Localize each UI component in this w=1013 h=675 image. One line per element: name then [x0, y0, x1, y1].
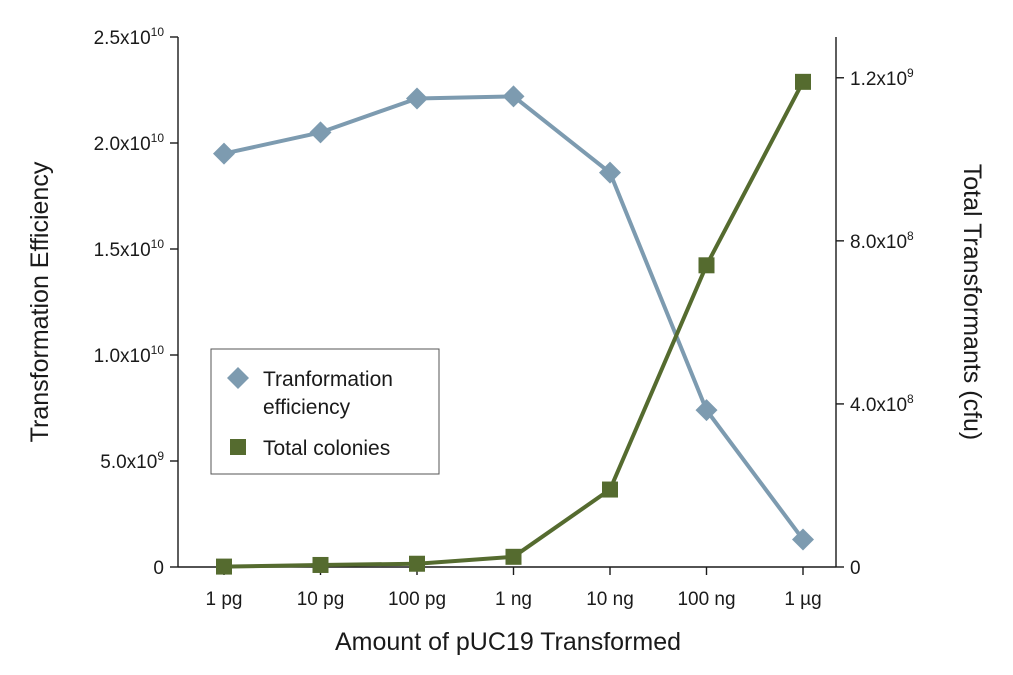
- x-tick-label: 100 ng: [677, 589, 735, 610]
- data-point-square: [505, 548, 522, 565]
- data-point-diamond: [502, 85, 525, 108]
- series-square: [216, 73, 811, 575]
- right-y-tick-label: 1.2x109: [850, 66, 914, 90]
- right-y-tick-label: 0: [850, 558, 861, 579]
- left-y-tick-label: 0: [153, 558, 164, 579]
- data-point-diamond: [309, 121, 332, 144]
- data-point-diamond: [792, 528, 814, 551]
- x-tick-label: 1 pg: [206, 589, 243, 610]
- data-point-square: [312, 556, 329, 573]
- legend-marker-diamond: [227, 367, 249, 389]
- legend: Tranformation efficiency Total colonies: [210, 348, 440, 475]
- left-y-tick-label: 2.0x1010: [94, 131, 165, 155]
- left-y-tick-label: 1.0x1010: [94, 343, 165, 367]
- series-line: [223, 80, 805, 569]
- left-y-tick-label: 2.5x1010: [94, 25, 165, 49]
- series-diamond: [213, 85, 814, 551]
- legend-label: Tranformation efficiency: [263, 368, 393, 419]
- axes: 0 5.0x109 1.0x1010 1.5x1010 2.0x1010 2.5x1010…: [94, 25, 914, 610]
- data-point-diamond: [213, 142, 235, 165]
- data-point-square: [698, 257, 715, 274]
- x-tick-label: 1 µg: [784, 589, 821, 610]
- x-tick-label: 10 pg: [297, 589, 345, 610]
- right-y-axis-title: Total Transformants (cfu): [958, 164, 986, 440]
- legend-box: [210, 348, 440, 475]
- legend-marker-square: [230, 439, 246, 455]
- x-axis-title: Amount of pUC19 Transformed: [335, 628, 681, 656]
- data-point-square: [795, 73, 811, 90]
- data-point-diamond: [406, 87, 428, 110]
- legend-label: Total colonies: [263, 437, 390, 460]
- series-layer: [213, 73, 814, 575]
- data-point-diamond: [695, 399, 718, 422]
- x-tick-label: 10 ng: [586, 589, 634, 610]
- data-point-square: [409, 555, 425, 572]
- right-y-tick-label: 4.0x108: [850, 392, 914, 416]
- data-point-diamond: [599, 161, 621, 184]
- data-point-square: [602, 481, 618, 498]
- right-y-tick-label: 8.0x108: [850, 229, 914, 253]
- x-tick-label: 1 ng: [495, 589, 532, 610]
- data-point-square: [216, 558, 232, 575]
- left-y-axis-title: Transformation Efficiency: [26, 161, 54, 442]
- x-tick-label: 100 pg: [388, 589, 446, 610]
- left-y-tick-label: 1.5x1010: [94, 237, 165, 261]
- left-y-tick-label: 5.0x109: [100, 449, 164, 473]
